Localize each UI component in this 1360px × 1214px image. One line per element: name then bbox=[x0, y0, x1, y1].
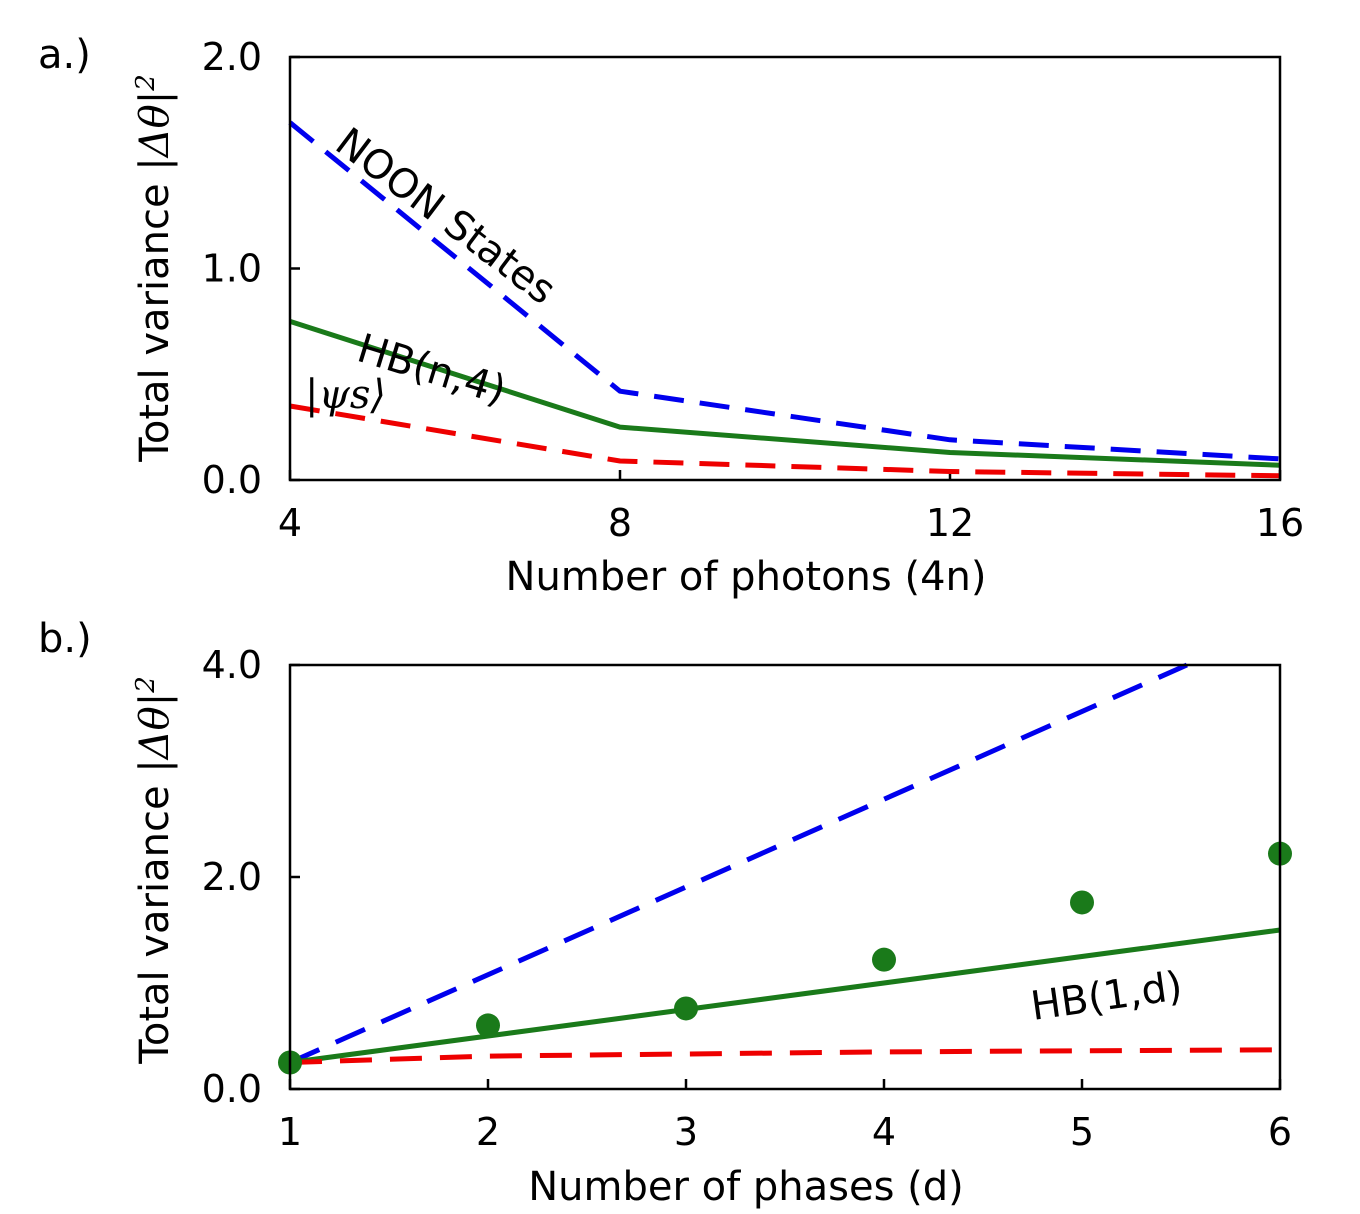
panel-a-series-line bbox=[289, 403, 1281, 479]
panel-a-x-tick-label: 16 bbox=[1256, 501, 1304, 545]
panel-b-x-tick-label: 4 bbox=[872, 1110, 896, 1154]
panel-a-x-tick-label: 12 bbox=[926, 501, 974, 545]
panel-b-y-tick-label: 2.0 bbox=[202, 855, 262, 899]
annotation-psi-s: |ψs⟩ bbox=[305, 372, 386, 418]
panel-b-x-tick-label: 1 bbox=[278, 1110, 302, 1154]
panel-b-series-line bbox=[288, 662, 1188, 1065]
panel-b-x-tick-label: 6 bbox=[1268, 1110, 1292, 1154]
panel-a-x-tick-label: 4 bbox=[278, 501, 302, 545]
panel-b-series-line bbox=[289, 927, 1281, 1065]
panel-a: a.) 4 8 12 16 0.0 1.0 2.0 Number of photons (4… bbox=[38, 32, 1304, 600]
panel-b-y-tick-label: 0.0 bbox=[202, 1067, 262, 1111]
panel-b-x-tick-label: 2 bbox=[476, 1110, 500, 1154]
panel-b-data-point bbox=[476, 1013, 500, 1038]
panel-b-x-tick-label: 3 bbox=[674, 1110, 698, 1154]
panel-a-y-tick-label: 1.0 bbox=[202, 247, 262, 291]
panel-b: b.) 1 2 3 4 5 6 0.0 2.0 4.0 Number of phases (d)… bbox=[38, 616, 1292, 1210]
panel-b-x-axis-label: Number of phases (d) bbox=[528, 1164, 964, 1210]
annotation-noon-states: NOON States bbox=[327, 119, 564, 314]
panel-b-x-tick-label: 5 bbox=[1070, 1110, 1094, 1154]
panel-a-x-axis-label: Number of photons (4n) bbox=[506, 554, 987, 600]
panel-a-y-axis-label-text: Total variance bbox=[132, 171, 178, 463]
panel-a-y-axis-label: Total variance |Δθ|2 bbox=[131, 74, 178, 463]
panel-b-y-tick-label: 4.0 bbox=[202, 643, 262, 687]
panel-b-data-point bbox=[1070, 890, 1094, 915]
panel-a-y-tick-label: 0.0 bbox=[202, 458, 262, 502]
panel-b-y-axis-label-exp: 2 bbox=[131, 676, 161, 694]
panel-a-x-tick-label: 8 bbox=[608, 501, 632, 545]
panel-b-y-axis-label-text: Total variance bbox=[132, 773, 178, 1065]
panel-b-y-axis-label-math: |Δθ| bbox=[132, 693, 178, 773]
panel-a-label: a.) bbox=[38, 32, 91, 78]
panel-a-y-axis-label-exp: 2 bbox=[131, 74, 161, 92]
panel-b-data-point bbox=[872, 947, 896, 972]
annotation-hb-1d: HB(1,d) bbox=[1028, 963, 1185, 1030]
panel-a-y-tick-label: 2.0 bbox=[202, 35, 262, 79]
panel-b-y-axis-label: Total variance |Δθ|2 bbox=[131, 676, 178, 1065]
panel-a-plot-frame bbox=[288, 55, 1282, 482]
panel-b-data-point bbox=[674, 996, 698, 1021]
panel-b-plot-frame bbox=[288, 663, 1282, 1091]
panel-a-y-axis-label-math: |Δθ| bbox=[132, 91, 178, 171]
panel-b-label: b.) bbox=[38, 616, 92, 662]
panel-b-series-line bbox=[289, 1047, 1281, 1065]
panel-a-series-line bbox=[288, 120, 1281, 462]
panel-a-series-line bbox=[289, 319, 1281, 468]
